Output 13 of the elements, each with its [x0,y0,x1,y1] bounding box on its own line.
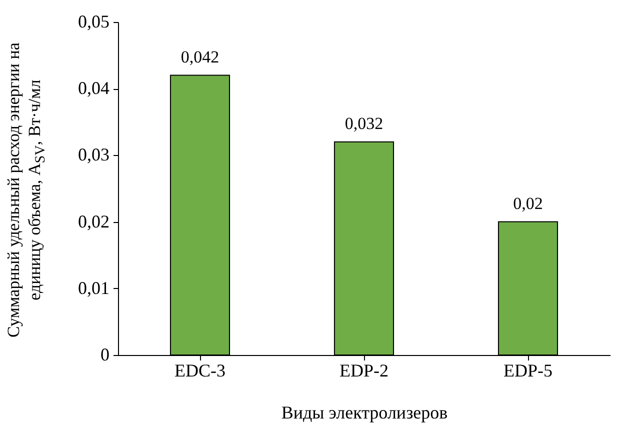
x-tick-label: EDP-2 [340,360,388,380]
y-tick-label: 0,05 [78,12,110,32]
data-label: 0,02 [513,194,543,213]
x-tick-label: EDC-3 [174,360,226,380]
y-tick-label: 0,02 [78,211,110,232]
x-tick-label: EDP-5 [504,360,552,380]
y-tick-label: 0 [100,344,110,364]
data-label: 0,042 [180,47,220,66]
x-axis-title: Виды электролизеров [281,402,448,422]
data-label: 0,032 [344,114,384,133]
y-tick-label: 0,01 [78,278,110,298]
y-tick-label: 0,03 [78,144,110,165]
y-tick-label: 0,04 [78,78,110,98]
